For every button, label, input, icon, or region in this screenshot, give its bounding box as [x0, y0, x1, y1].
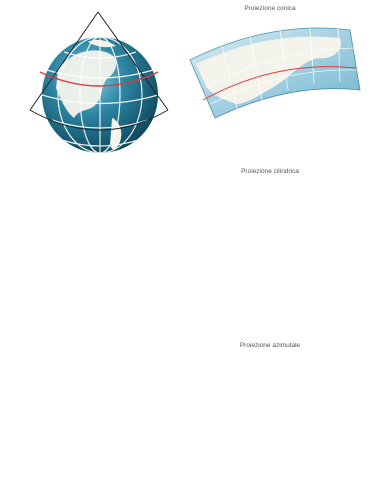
conic-globe [29, 11, 169, 153]
cone-shape [29, 11, 169, 131]
cylindrical-projection-label: Proiezione cilindrica [241, 168, 299, 175]
azimuthal-projection-label: Proiezione azimutale [239, 342, 301, 349]
conic-projection-label: Proiezione conica [244, 5, 296, 12]
conic-map [189, 27, 361, 119]
